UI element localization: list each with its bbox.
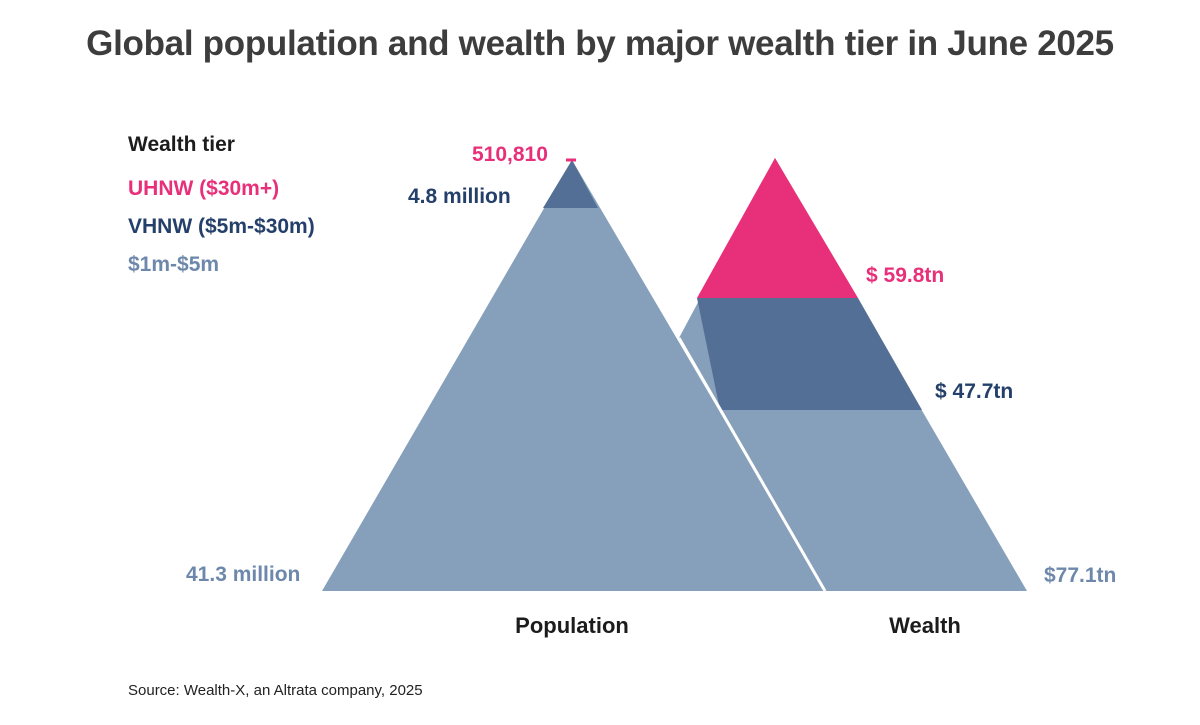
- population-1m-5m-label: 41.3 million: [186, 563, 300, 586]
- population-vhnw-label: 4.8 million: [408, 185, 511, 208]
- legend-item-vhnw: VHNW ($5m-$30m): [128, 215, 315, 238]
- population-tier-1m-5m: [322, 160, 825, 591]
- population-pyramid: [322, 158, 825, 591]
- legend-item-1m-5m: $1m-$5m: [128, 253, 219, 276]
- category-label-population: Population: [515, 613, 629, 638]
- legend-title: Wealth tier: [128, 133, 235, 156]
- population-tier-vhnw: [543, 160, 598, 208]
- population-uhnw-label: 510,810: [472, 143, 548, 166]
- wealth-vhnw-label: $ 47.7tn: [935, 380, 1013, 403]
- legend: Wealth tier UHNW ($30m+) VHNW ($5m-$30m)…: [128, 133, 315, 276]
- wealth-tier-uhnw: [697, 158, 858, 298]
- chart-title: Global population and wealth by major we…: [86, 24, 1114, 63]
- legend-item-uhnw: UHNW ($30m+): [128, 177, 279, 200]
- wealth-tier-vhnw: [697, 298, 922, 410]
- wealth-uhnw-label: $ 59.8tn: [866, 264, 944, 287]
- source-note: Source: Wealth-X, an Altrata company, 20…: [128, 682, 423, 699]
- wealth-1m-5m-label: $77.1tn: [1044, 564, 1116, 587]
- wealth-pyramid: [679, 158, 1027, 591]
- category-label-wealth: Wealth: [889, 613, 961, 638]
- pyramid-divider: [677, 337, 827, 592]
